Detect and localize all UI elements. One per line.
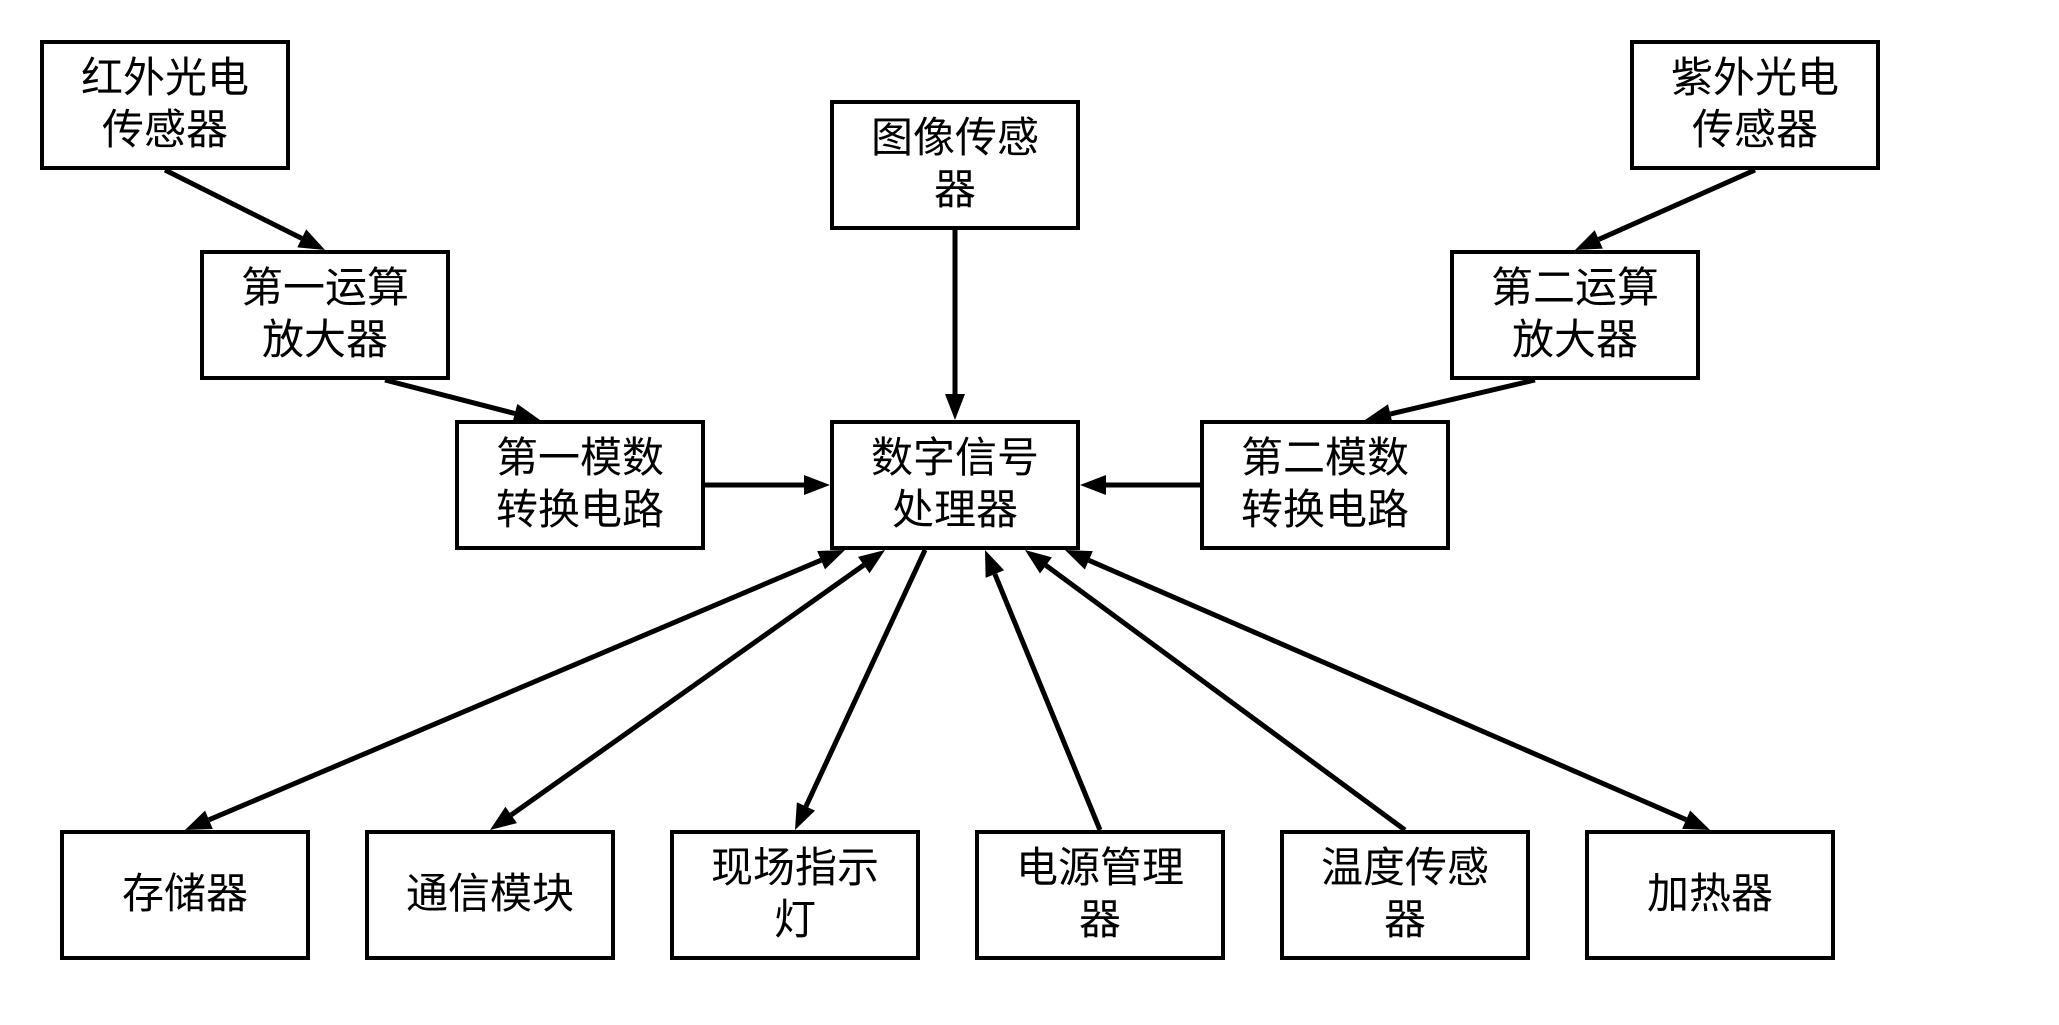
node-ir_sensor: 红外光电传感器	[40, 40, 290, 170]
node-storage: 存储器	[60, 830, 310, 960]
node-label: 紫外光电传感器	[1671, 53, 1839, 158]
node-label: 加热器	[1647, 869, 1773, 922]
node-label: 现场指示灯	[711, 843, 879, 948]
edge	[209, 560, 821, 820]
node-uv_sensor: 紫外光电传感器	[1630, 40, 1880, 170]
node-comm: 通信模块	[365, 830, 615, 960]
node-image_sensor: 图像传感器	[830, 100, 1080, 230]
node-label: 第一运算放大器	[241, 263, 409, 368]
node-label: 红外光电传感器	[81, 53, 249, 158]
edge	[385, 380, 515, 414]
node-label: 电源管理器	[1016, 843, 1184, 948]
node-label: 温度传感器	[1321, 843, 1489, 948]
edge	[511, 565, 864, 815]
node-label: 第二模数转换电路	[1241, 433, 1409, 538]
node-label: 存储器	[122, 869, 248, 922]
node-dsp: 数字信号处理器	[830, 420, 1080, 550]
node-label: 数字信号处理器	[871, 433, 1039, 538]
node-power: 电源管理器	[975, 830, 1225, 960]
edge	[1599, 170, 1755, 239]
node-label: 第二运算放大器	[1491, 263, 1659, 368]
node-amp2: 第二运算放大器	[1450, 250, 1700, 380]
node-temp: 温度传感器	[1280, 830, 1530, 960]
node-heater: 加热器	[1585, 830, 1835, 960]
node-amp1: 第一运算放大器	[200, 250, 450, 380]
edge	[806, 550, 925, 806]
node-adc2: 第二模数转换电路	[1200, 420, 1450, 550]
edge	[995, 574, 1100, 830]
node-label: 通信模块	[406, 869, 574, 922]
edge	[1089, 560, 1686, 819]
edge	[1390, 380, 1535, 414]
edge	[165, 170, 302, 238]
node-adc1: 第一模数转换电路	[455, 420, 705, 550]
node-label: 图像传感器	[871, 113, 1039, 218]
edge	[1046, 565, 1405, 830]
node-indicator: 现场指示灯	[670, 830, 920, 960]
node-label: 第一模数转换电路	[496, 433, 664, 538]
